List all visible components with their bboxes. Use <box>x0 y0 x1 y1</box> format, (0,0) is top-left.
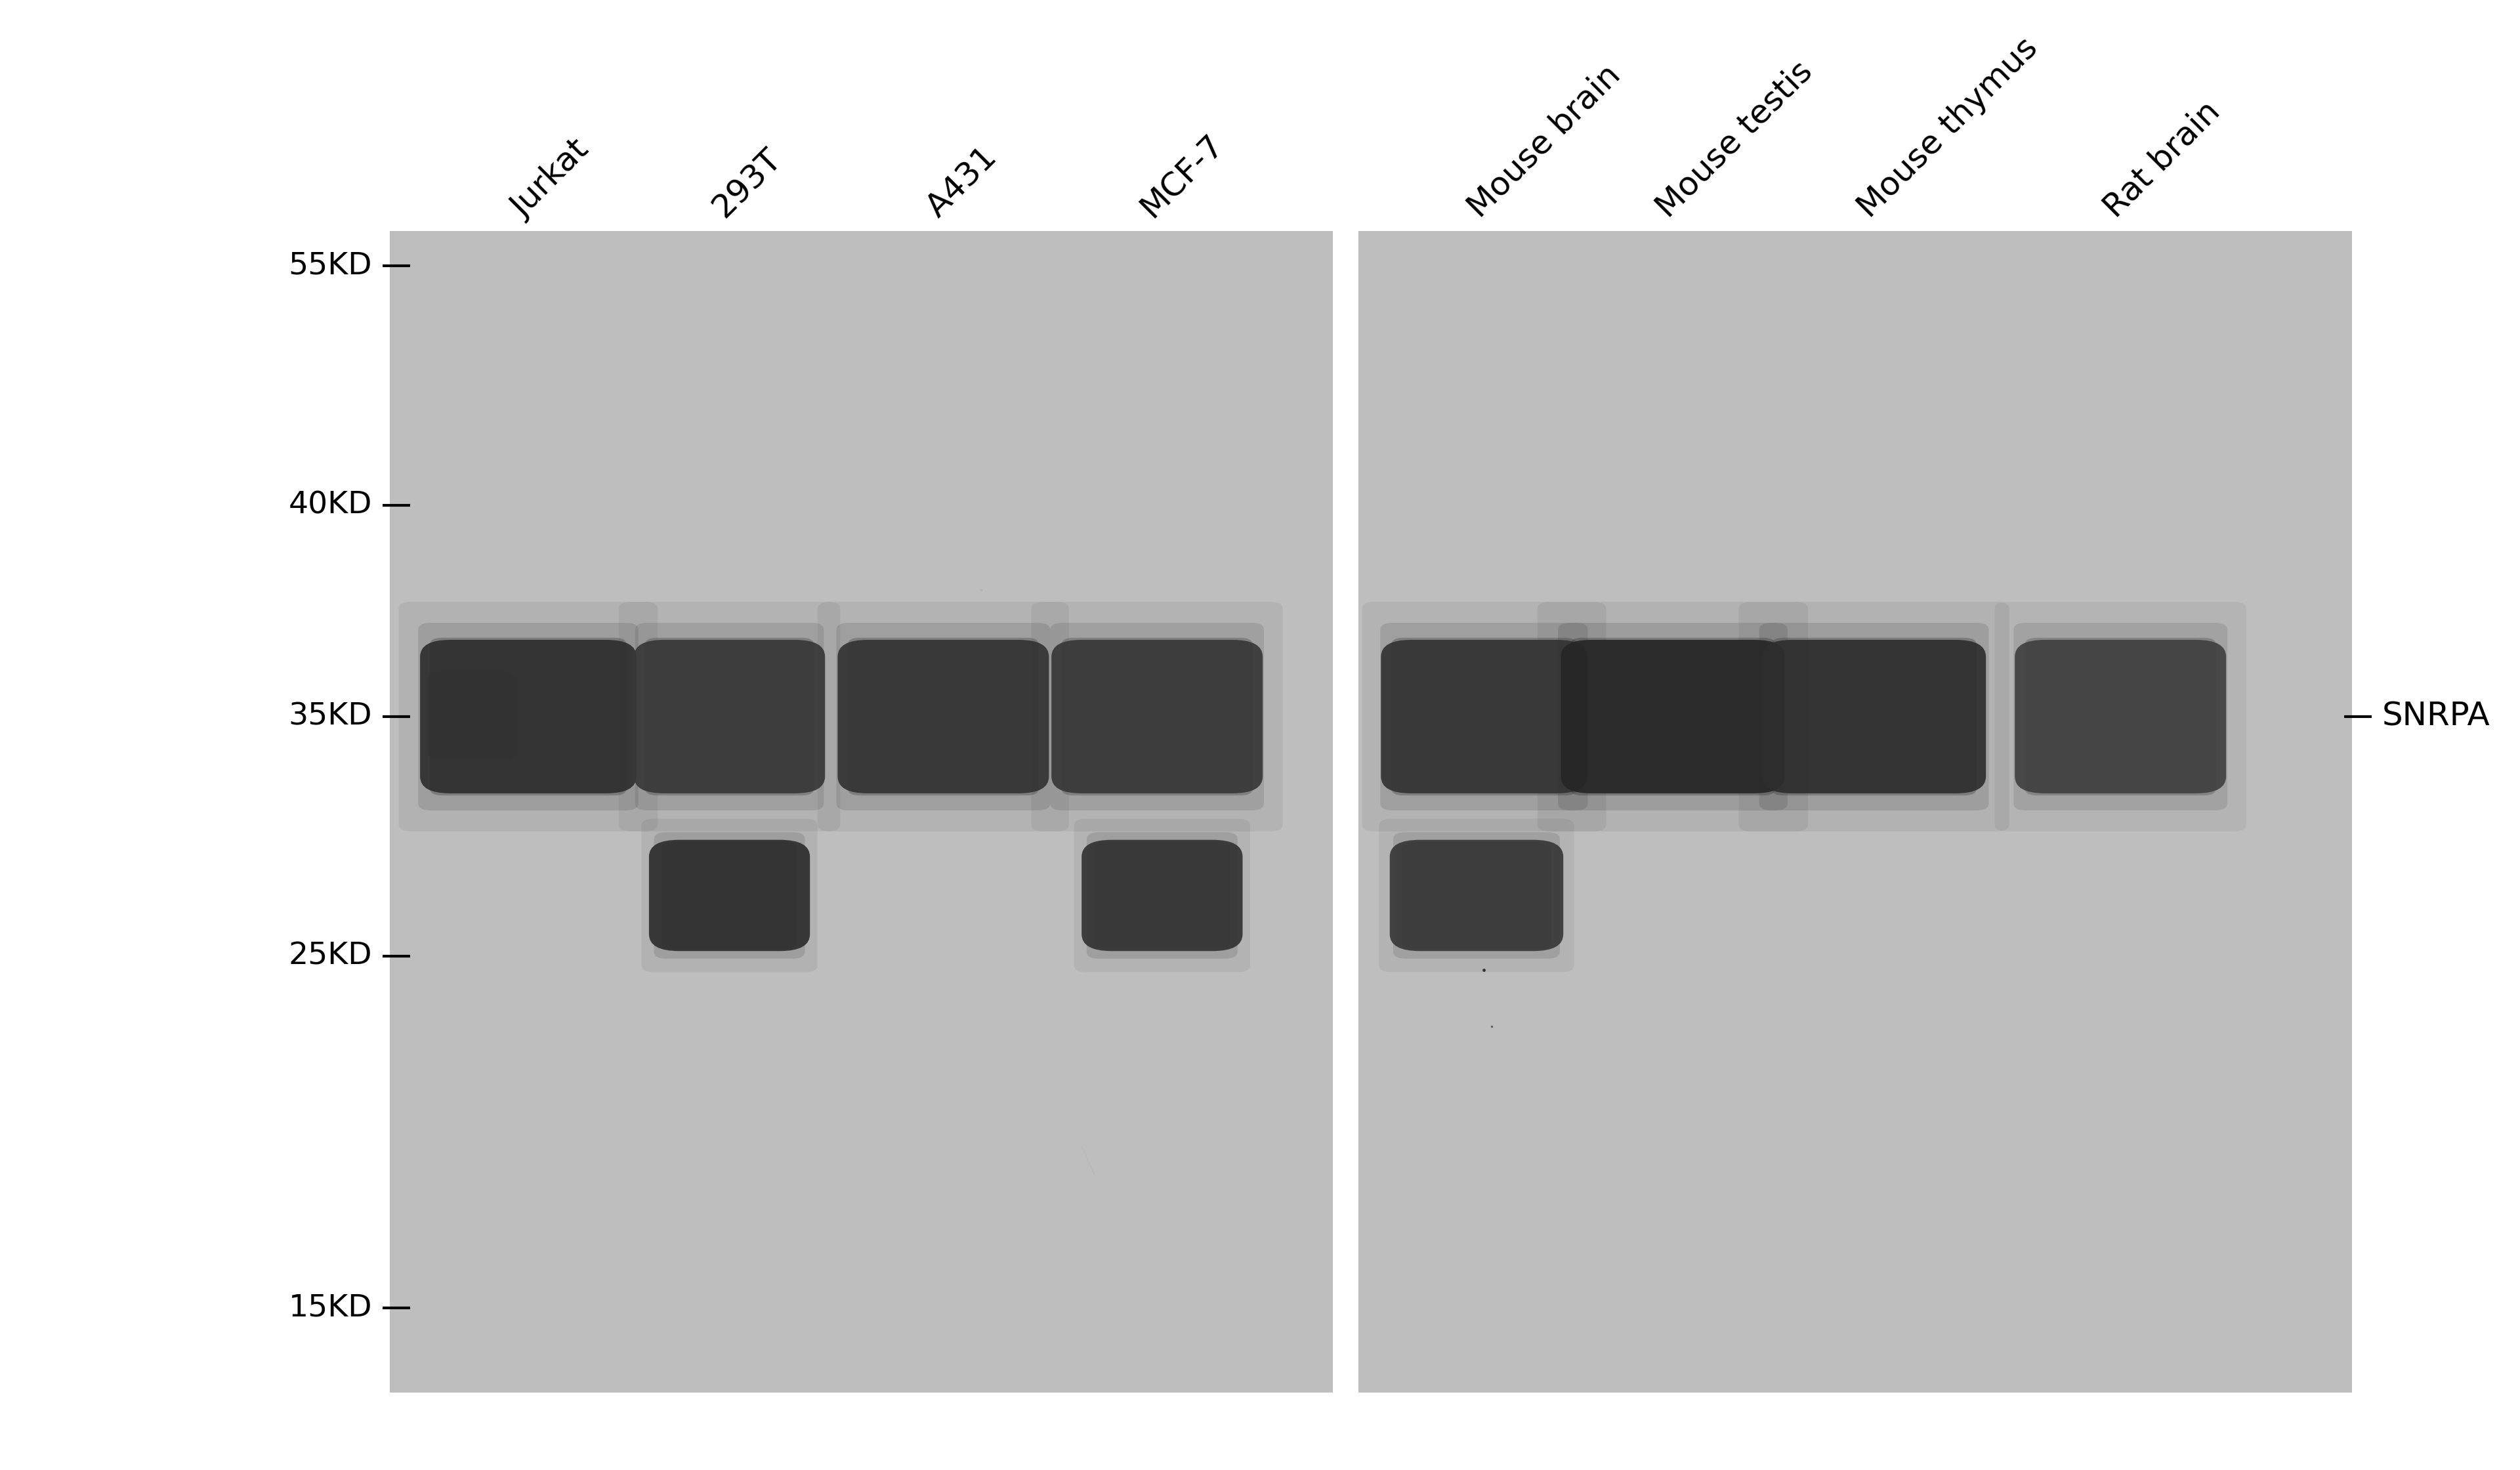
FancyBboxPatch shape <box>1061 638 1252 795</box>
FancyBboxPatch shape <box>421 639 638 794</box>
FancyBboxPatch shape <box>1031 601 1283 832</box>
FancyBboxPatch shape <box>1086 832 1237 958</box>
FancyBboxPatch shape <box>1759 623 1988 810</box>
Bar <box>1333 231 1358 1392</box>
Text: 35KD: 35KD <box>290 701 373 732</box>
FancyBboxPatch shape <box>398 601 658 832</box>
FancyBboxPatch shape <box>1381 639 1588 794</box>
FancyBboxPatch shape <box>635 623 824 810</box>
FancyBboxPatch shape <box>1996 601 2245 832</box>
FancyBboxPatch shape <box>1394 832 1560 958</box>
Bar <box>1358 231 2351 1392</box>
FancyBboxPatch shape <box>1389 839 1562 951</box>
Text: MCF-7: MCF-7 <box>1134 129 1230 223</box>
FancyBboxPatch shape <box>1772 638 1976 795</box>
FancyBboxPatch shape <box>1401 842 1552 950</box>
FancyBboxPatch shape <box>1378 819 1575 972</box>
FancyBboxPatch shape <box>650 839 809 951</box>
FancyBboxPatch shape <box>1761 639 1986 794</box>
Text: A431: A431 <box>920 141 1003 223</box>
Text: Jurkat: Jurkat <box>507 134 595 223</box>
FancyBboxPatch shape <box>1051 623 1265 810</box>
FancyBboxPatch shape <box>1739 601 2008 832</box>
FancyBboxPatch shape <box>1081 839 1242 951</box>
FancyBboxPatch shape <box>418 623 638 810</box>
FancyBboxPatch shape <box>2026 638 2215 795</box>
FancyBboxPatch shape <box>847 638 1038 795</box>
FancyBboxPatch shape <box>1560 639 1784 794</box>
Bar <box>391 231 1333 1392</box>
FancyBboxPatch shape <box>428 672 517 759</box>
FancyBboxPatch shape <box>837 623 1051 810</box>
FancyBboxPatch shape <box>1570 638 1774 795</box>
FancyBboxPatch shape <box>645 638 814 795</box>
Text: 25KD: 25KD <box>290 941 373 970</box>
FancyBboxPatch shape <box>620 601 839 832</box>
Text: Rat brain: Rat brain <box>2099 96 2228 223</box>
Text: Mouse thymus: Mouse thymus <box>1852 32 2044 223</box>
FancyBboxPatch shape <box>1363 601 1605 832</box>
FancyBboxPatch shape <box>2013 623 2228 810</box>
Text: SNRPA: SNRPA <box>2381 701 2490 732</box>
FancyBboxPatch shape <box>1051 639 1263 794</box>
FancyBboxPatch shape <box>1557 623 1787 810</box>
FancyBboxPatch shape <box>643 819 816 972</box>
FancyBboxPatch shape <box>2016 639 2225 794</box>
Text: 15KD: 15KD <box>290 1294 373 1323</box>
FancyBboxPatch shape <box>635 639 824 794</box>
FancyBboxPatch shape <box>655 832 804 958</box>
Text: 293T: 293T <box>708 143 789 223</box>
FancyBboxPatch shape <box>1074 819 1250 972</box>
FancyBboxPatch shape <box>663 842 796 950</box>
Text: 55KD: 55KD <box>290 251 373 281</box>
FancyBboxPatch shape <box>1094 842 1230 950</box>
FancyBboxPatch shape <box>1391 638 1578 795</box>
Text: Mouse testis: Mouse testis <box>1651 56 1819 223</box>
FancyBboxPatch shape <box>1381 623 1588 810</box>
FancyBboxPatch shape <box>837 639 1048 794</box>
FancyBboxPatch shape <box>816 601 1068 832</box>
FancyBboxPatch shape <box>1537 601 1807 832</box>
Text: 40KD: 40KD <box>290 491 373 520</box>
FancyBboxPatch shape <box>431 638 627 795</box>
Text: Mouse brain: Mouse brain <box>1462 59 1625 223</box>
